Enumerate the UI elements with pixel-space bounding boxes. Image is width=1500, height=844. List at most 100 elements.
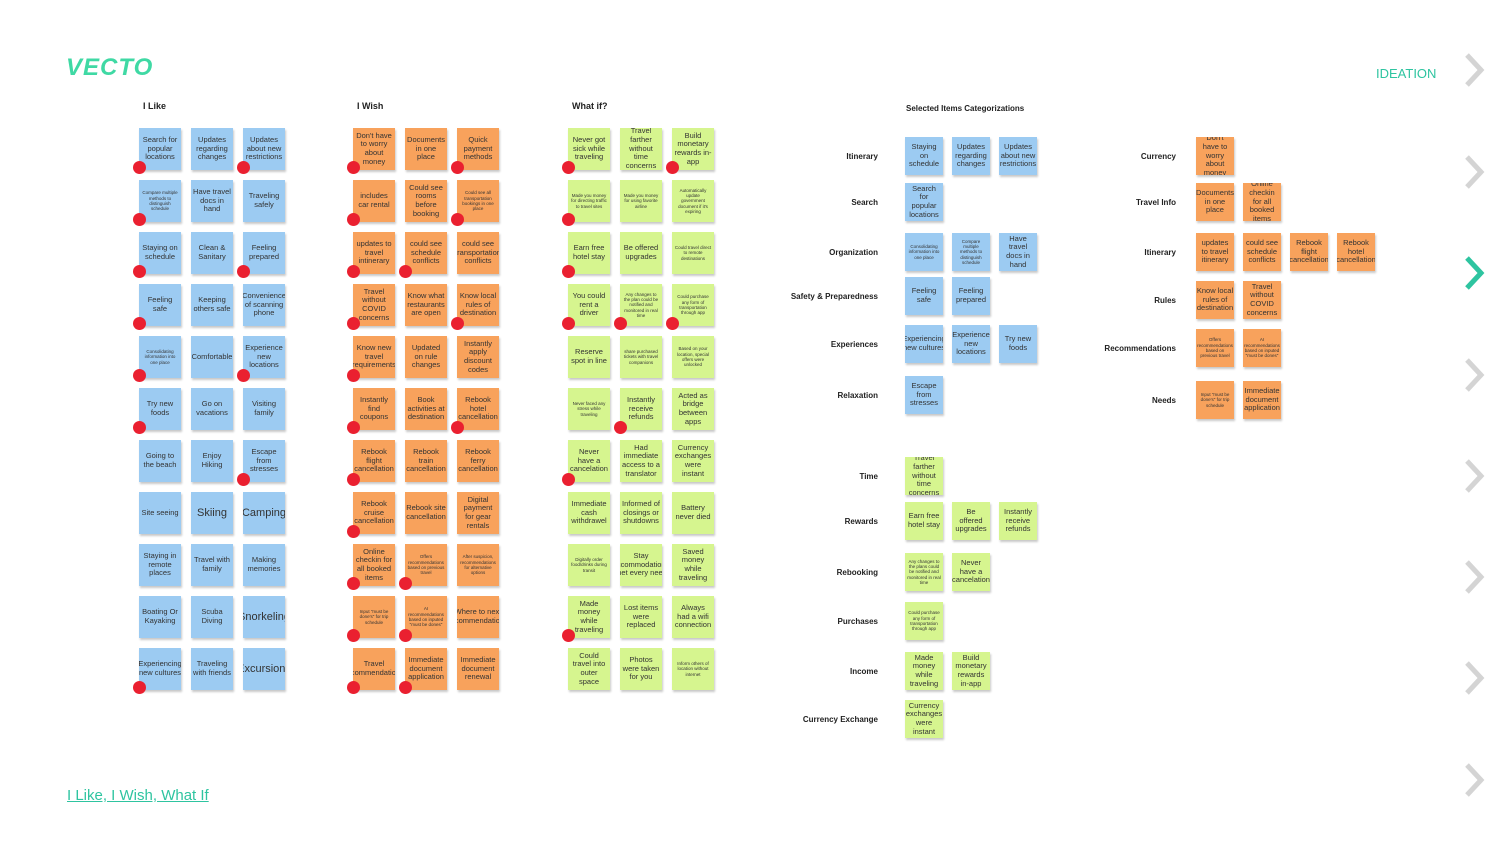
selected-sticky-note[interactable]: Try new foods: [999, 325, 1037, 363]
selected-sticky-note[interactable]: Currency exchanges were instant: [905, 700, 943, 738]
sticky-note[interactable]: Always had a wifi connection: [672, 596, 714, 638]
sticky-note[interactable]: Comfortable: [191, 336, 233, 378]
selected-sticky-note[interactable]: Earn free hotel stay: [905, 502, 943, 540]
sticky-note[interactable]: Informed of closings or shutdowns: [620, 492, 662, 534]
sticky-note[interactable]: Could travel into outer space: [568, 648, 610, 690]
sticky-note[interactable]: Traveling safely: [243, 180, 285, 222]
selected-sticky-note[interactable]: Have travel docs in hand: [999, 233, 1037, 271]
sticky-note[interactable]: Immediate cash withdrawel: [568, 492, 610, 534]
sticky-note[interactable]: Stay accommodations met every need: [620, 544, 662, 586]
sticky-note[interactable]: Photos were taken for you: [620, 648, 662, 690]
sticky-note[interactable]: Skiing: [191, 492, 233, 534]
selected-sticky-note[interactable]: Made money while traveling: [905, 652, 943, 690]
selected-sticky-note[interactable]: Online checkin for all booked items: [1243, 183, 1281, 221]
sticky-note[interactable]: Experience new locations: [243, 336, 285, 378]
sticky-note[interactable]: Scuba Diving: [191, 596, 233, 638]
sticky-note[interactable]: Book activities at destination: [405, 388, 447, 430]
sticky-note[interactable]: Reserve spot in line: [568, 336, 610, 378]
sticky-note[interactable]: Made you money for using favorite airlin…: [620, 180, 662, 222]
chevron-right-icon[interactable]: [1462, 52, 1486, 88]
selected-sticky-note[interactable]: Could purchase any form of transportatio…: [905, 602, 943, 640]
sticky-note[interactable]: Consolidating information into one place: [139, 336, 181, 378]
sticky-note[interactable]: Excursions: [243, 648, 285, 690]
selected-sticky-note[interactable]: Escape from stresses: [905, 376, 943, 414]
sticky-note[interactable]: Boating Or Kayaking: [139, 596, 181, 638]
sticky-note[interactable]: Feeling prepared: [243, 232, 285, 274]
sticky-note[interactable]: Keeping others safe: [191, 284, 233, 326]
sticky-note[interactable]: Going to the beach: [139, 440, 181, 482]
sticky-note[interactable]: Saved money while traveling: [672, 544, 714, 586]
sticky-note[interactable]: Had immediate access to a translator: [620, 440, 662, 482]
sticky-note[interactable]: Where to next recommendations: [457, 596, 499, 638]
sticky-note[interactable]: Never have a cancelation: [568, 440, 610, 482]
sticky-note[interactable]: Based on your location, special offers w…: [672, 336, 714, 378]
selected-sticky-note[interactable]: Feeling safe: [905, 277, 943, 315]
sticky-note[interactable]: Feeling safe: [139, 284, 181, 326]
selected-sticky-note[interactable]: Updates regarding changes: [952, 137, 990, 175]
sticky-note[interactable]: Updates regarding changes: [191, 128, 233, 170]
selected-sticky-note[interactable]: Be offered upgrades: [952, 502, 990, 540]
sticky-note[interactable]: Search for popular locations: [139, 128, 181, 170]
sticky-note[interactable]: Rebook site cancellation: [405, 492, 447, 534]
sticky-note[interactable]: AI recommendations based on inputed "mus…: [405, 596, 447, 638]
selected-sticky-note[interactable]: Experience new locations: [952, 325, 990, 363]
sticky-note[interactable]: Rebook flight cancellation: [353, 440, 395, 482]
sticky-note[interactable]: Immediate document renewal: [457, 648, 499, 690]
sticky-note[interactable]: Know what restaurants are open: [405, 284, 447, 326]
sticky-note[interactable]: Automatically update government document…: [672, 180, 714, 222]
sticky-note[interactable]: Lost items were replaced: [620, 596, 662, 638]
sticky-note[interactable]: Online checkin for all booked items: [353, 544, 395, 586]
chevron-right-icon[interactable]: [1462, 762, 1486, 798]
selected-sticky-note[interactable]: Documents in one place: [1196, 183, 1234, 221]
sticky-note[interactable]: Digitally order food/drinks during trans…: [568, 544, 610, 586]
sticky-note[interactable]: Travel with family: [191, 544, 233, 586]
selected-sticky-note[interactable]: Never have a cancelation: [952, 553, 990, 591]
sticky-note[interactable]: Earn free hotel stay: [568, 232, 610, 274]
sticky-note[interactable]: Battery never died: [672, 492, 714, 534]
sticky-note[interactable]: Staying in remote places: [139, 544, 181, 586]
selected-sticky-note[interactable]: Offers recommendations based on previous…: [1196, 329, 1234, 367]
sticky-note[interactable]: Quick payment methods: [457, 128, 499, 170]
sticky-note[interactable]: Know new travel requirements: [353, 336, 395, 378]
selected-sticky-note[interactable]: Travel farther without time concerns: [905, 457, 943, 495]
sticky-note[interactable]: includes car rental: [353, 180, 395, 222]
chevron-right-icon[interactable]: [1462, 559, 1486, 595]
selected-sticky-note[interactable]: Staying on schedule: [905, 137, 943, 175]
sticky-note[interactable]: After suspicion, recommendations for alt…: [457, 544, 499, 586]
sticky-note[interactable]: Try new foods: [139, 388, 181, 430]
sticky-note[interactable]: Travel farther without time concerns: [620, 128, 662, 170]
sticky-note[interactable]: Making memories: [243, 544, 285, 586]
sticky-note[interactable]: Have travel docs in hand: [191, 180, 233, 222]
sticky-note[interactable]: Staying on schedule: [139, 232, 181, 274]
selected-sticky-note[interactable]: Don't have to worry about money: [1196, 137, 1234, 175]
chevron-right-icon[interactable]: [1462, 154, 1486, 190]
selected-sticky-note[interactable]: Rebook hotel cancellation: [1337, 233, 1375, 271]
selected-sticky-note[interactable]: Rebook flight cancellation: [1290, 233, 1328, 271]
sticky-note[interactable]: updates to travel intinerary: [353, 232, 395, 274]
sticky-note[interactable]: Currency exchanges were instant: [672, 440, 714, 482]
chevron-right-icon[interactable]: [1462, 357, 1486, 393]
sticky-note[interactable]: could see transportation conflicts: [457, 232, 499, 274]
sticky-note[interactable]: Any changes to the plan could be notifie…: [620, 284, 662, 326]
selected-sticky-note[interactable]: Input "must be done's" for trip schedule: [1196, 381, 1234, 419]
sticky-note[interactable]: Camping: [243, 492, 285, 534]
sticky-note[interactable]: Visiting family: [243, 388, 285, 430]
sticky-note[interactable]: Traveling with friends: [191, 648, 233, 690]
sticky-note[interactable]: Be offered upgrades: [620, 232, 662, 274]
sticky-note[interactable]: Could see all transportation bookings in…: [457, 180, 499, 222]
sticky-note[interactable]: Made you money for directing traffic to …: [568, 180, 610, 222]
sticky-note[interactable]: Compare multiple methods to distinguish …: [139, 180, 181, 222]
sticky-note[interactable]: Rebook train cancellation: [405, 440, 447, 482]
sticky-note[interactable]: Could purchase any form of transportatio…: [672, 284, 714, 326]
selected-sticky-note[interactable]: Travel without COVID concerns: [1243, 281, 1281, 319]
sticky-note[interactable]: Clean & Sanitary: [191, 232, 233, 274]
sticky-note[interactable]: Could travel direct to remote destinatio…: [672, 232, 714, 274]
sticky-note[interactable]: Build monetary rewards in-app: [672, 128, 714, 170]
selected-sticky-note[interactable]: Updates about new restrictions: [999, 137, 1037, 175]
sticky-note[interactable]: Don't have to worry about money: [353, 128, 395, 170]
sticky-note[interactable]: Never faced any stress while traveling: [568, 388, 610, 430]
i-like-i-wish-what-if-link[interactable]: I Like, I Wish, What If: [67, 787, 209, 804]
selected-sticky-note[interactable]: Immediate document application: [1243, 381, 1281, 419]
selected-sticky-note[interactable]: Experiencing new cultures: [905, 325, 943, 363]
sticky-note[interactable]: Go on vacations: [191, 388, 233, 430]
